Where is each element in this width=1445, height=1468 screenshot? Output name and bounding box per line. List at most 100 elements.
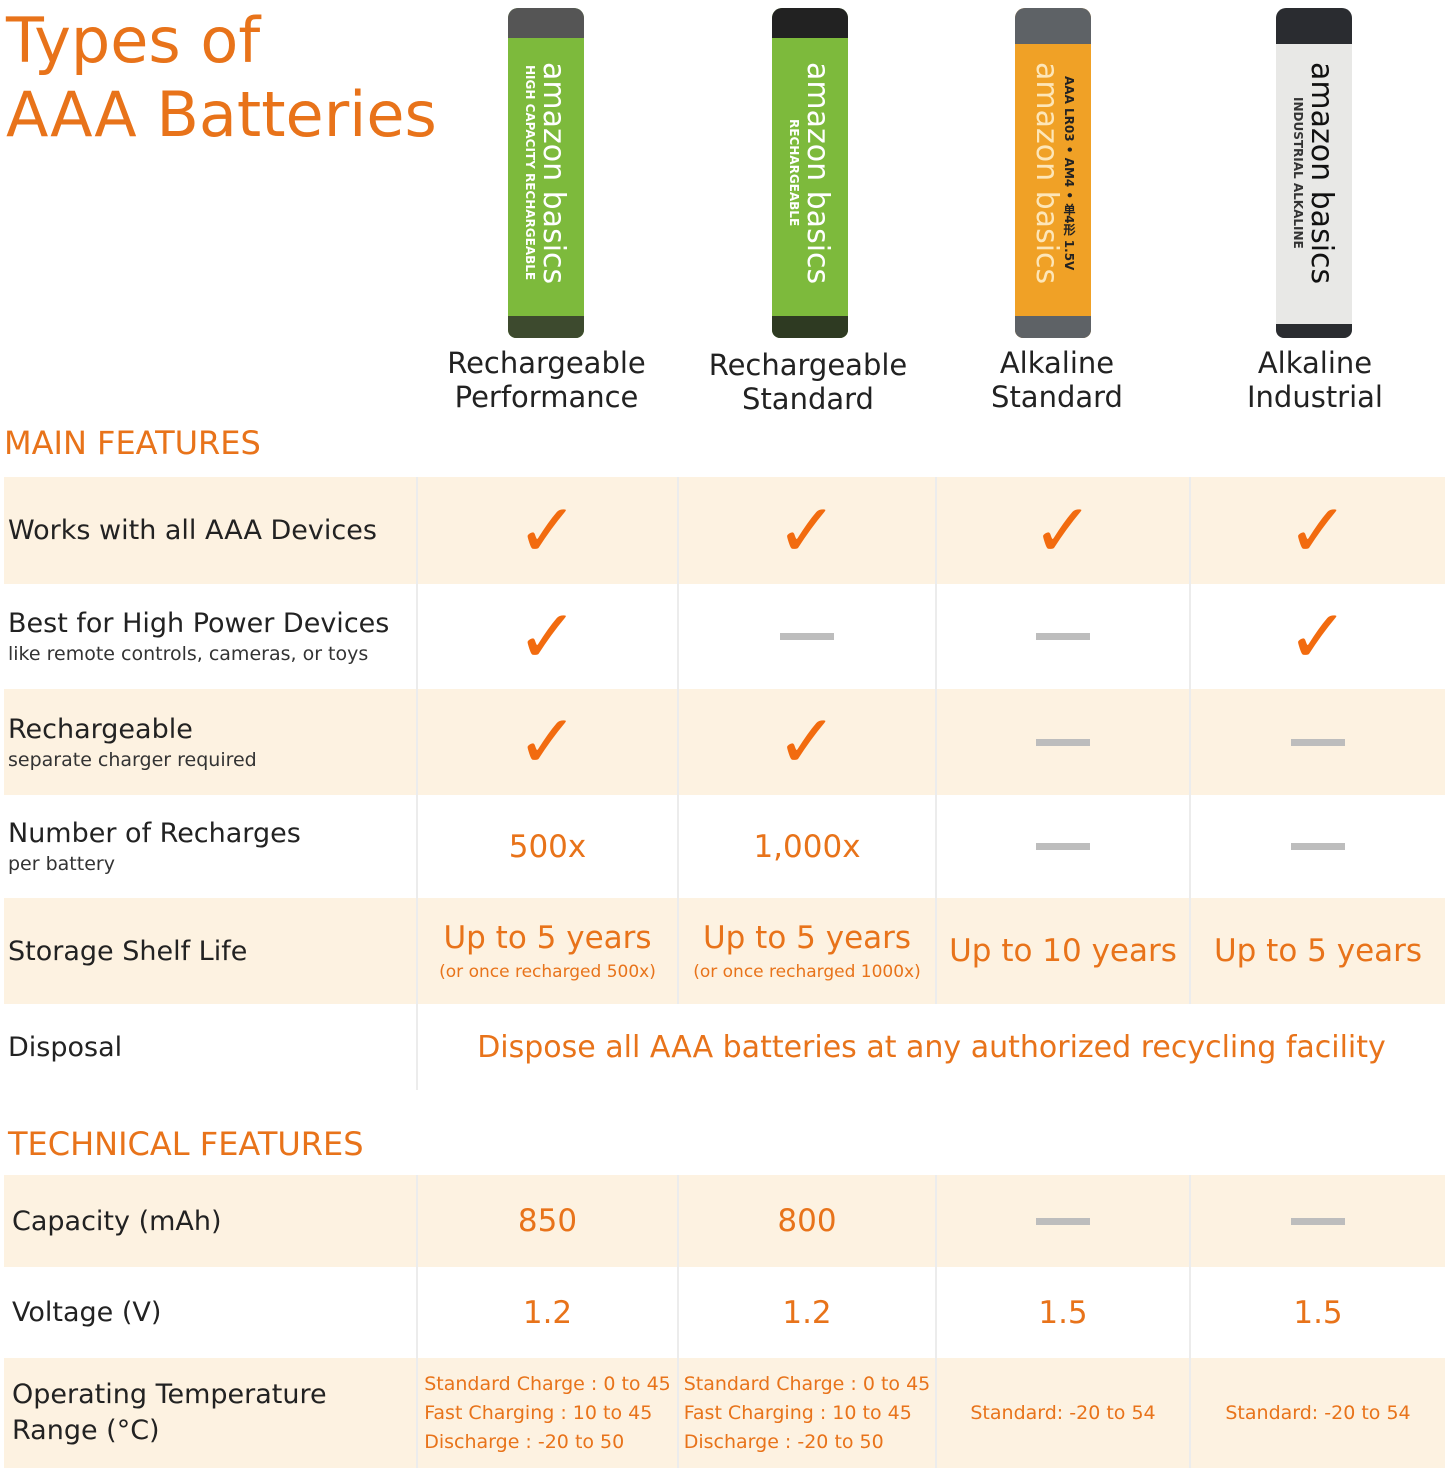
row-sublabel: separate charger required <box>8 748 257 771</box>
tech-cell: 1.2 <box>416 1267 677 1358</box>
feature-row: Storage Shelf Life Up to 5 years (or once … <box>4 898 1445 1004</box>
cell-value: 850 <box>517 1203 578 1239</box>
row-label-text: Best for High Power Devices <box>8 608 390 639</box>
temperature-row: Operating Temperature Range (°C) Standard… <box>4 1358 1445 1468</box>
disposal-row: Disposal Dispose all AAA batteries at an… <box>4 1004 1445 1090</box>
dash-icon <box>1036 843 1090 850</box>
feature-row: Best for High Power Devices like remote c… <box>4 584 1445 689</box>
temperature-values: Standard Charge : 0 to 45 Fast Charging :… <box>684 1370 931 1457</box>
feature-cell: ✓ <box>1189 584 1445 689</box>
cell-value: 1.2 <box>522 1294 573 1331</box>
cell-value: Up to 5 years <box>443 920 652 956</box>
row-label: Works with all AAA Devices <box>4 477 416 584</box>
row-label-text: Works with all AAA Devices <box>8 515 377 546</box>
feature-cell: 500x <box>416 795 677 898</box>
row-label: Storage Shelf Life <box>4 898 416 1004</box>
feature-cell: 1,000x <box>677 795 935 898</box>
tech-cell: 1.5 <box>935 1267 1189 1358</box>
row-label: Disposal <box>8 1031 123 1063</box>
temperature-values: Standard Charge : 0 to 45 Fast Charging :… <box>424 1370 671 1457</box>
column-header-4: Alkaline Industrial <box>1246 346 1383 414</box>
row-label: Voltage (V) <box>4 1267 416 1358</box>
feature-cell <box>1189 795 1445 898</box>
row-label: Operating Temperature Range (°C) <box>12 1379 327 1446</box>
check-icon: ✓ <box>1286 593 1349 680</box>
row-label: Number of Recharges per battery <box>4 795 416 898</box>
feature-row: Rechargeable separate charger required ✓ ✓ <box>4 689 1445 795</box>
column-header-1: Rechargeable Performance <box>447 346 646 414</box>
main-features-heading: MAIN FEATURES <box>4 424 261 462</box>
row-label-text: Voltage (V) <box>12 1297 162 1328</box>
check-icon: ✓ <box>516 487 579 574</box>
tech-cell: 1.5 <box>1189 1267 1445 1358</box>
tech-cell: 850 <box>416 1175 677 1267</box>
temperature-line: Standard Charge : 0 to 45 <box>683 1372 931 1395</box>
feature-cell: Up to 5 years <box>1189 898 1445 1004</box>
cell-value: 500x <box>508 828 587 865</box>
temperature-values: Standard: -20 to 54 <box>970 1399 1155 1428</box>
battery-image-4: INDUSTRIAL ALKALINE amazon basics <box>1276 8 1352 338</box>
feature-cell <box>935 795 1189 898</box>
dash-icon <box>1036 633 1090 640</box>
tech-cell <box>935 1175 1189 1267</box>
dash-icon <box>1291 1217 1345 1225</box>
cell-value: 1.5 <box>1038 1294 1088 1331</box>
tech-cell <box>1189 1175 1445 1267</box>
tech-cell: 1.2 <box>677 1267 935 1358</box>
check-icon: ✓ <box>1031 487 1094 574</box>
feature-cell: ✓ <box>935 477 1189 584</box>
tech-row: Capacity (mAh) 850 800 <box>4 1175 1445 1267</box>
row-label: Capacity (mAh) <box>4 1175 416 1267</box>
feature-cell: ✓ <box>677 477 935 584</box>
feature-cell: Up to 5 years (or once recharged 500x) <box>416 898 677 1004</box>
row-label: Best for High Power Devices like remote c… <box>4 584 416 689</box>
check-icon: ✓ <box>1286 487 1349 574</box>
feature-cell: ✓ <box>416 584 677 689</box>
row-label: Rechargeable separate charger required <box>4 689 416 795</box>
check-icon: ✓ <box>516 593 579 680</box>
feature-cell: ✓ <box>677 689 935 795</box>
temperature-values: Standard: -20 to 54 <box>1225 1399 1410 1428</box>
temperature-line: Standard Charge : 0 to 45 <box>424 1372 671 1395</box>
feature-cell: ✓ <box>416 689 677 795</box>
temperature-line: Discharge : -20 to 50 <box>424 1430 625 1453</box>
cell-note: (or once recharged 500x) <box>439 962 656 982</box>
cell-value: Up to 5 years <box>1213 933 1423 969</box>
row-sublabel: per battery <box>8 853 115 875</box>
temperature-line: Standard: -20 to 54 <box>970 1401 1156 1424</box>
battery-image-2: RECHARGEABLE amazon basics <box>772 8 848 338</box>
dash-icon <box>1291 738 1345 746</box>
temperature-line: Fast Charging : 10 to 45 <box>424 1401 653 1424</box>
temperature-line: Discharge : -20 to 50 <box>683 1430 884 1453</box>
feature-cell <box>935 584 1189 689</box>
cell-value: Up to 5 years <box>702 920 912 956</box>
feature-cell <box>935 689 1189 795</box>
battery-image-1: HIGH CAPACITY RECHARGEABLE amazon basics <box>508 8 584 338</box>
dash-icon <box>1291 843 1345 850</box>
temperature-line: Fast Charging : 10 to 45 <box>683 1401 912 1424</box>
cell-value: 1,000x <box>753 828 861 865</box>
feature-cell: Up to 5 years (or once recharged 1000x) <box>677 898 935 1004</box>
cell-value: Up to 10 years <box>949 933 1177 969</box>
check-icon: ✓ <box>775 699 838 785</box>
dash-icon <box>1036 1217 1090 1225</box>
feature-cell <box>677 584 935 689</box>
row-label-text: Number of Recharges <box>8 818 301 849</box>
feature-cell <box>1189 689 1445 795</box>
feature-cell: ✓ <box>1189 477 1445 584</box>
cell-note: (or once recharged 1000x) <box>693 962 921 982</box>
feature-cell: ✓ <box>416 477 677 584</box>
column-header-3: Alkaline Standard <box>991 346 1123 414</box>
row-sublabel: like remote controls, cameras, or toys <box>8 643 369 665</box>
tech-cell: 800 <box>677 1175 935 1267</box>
temperature-line: Standard: -20 to 54 <box>1225 1401 1411 1424</box>
tech-row: Voltage (V) 1.2 1.2 1.5 1.5 <box>4 1267 1445 1358</box>
feature-cell: Up to 10 years <box>935 898 1189 1004</box>
row-label-text: Rechargeable <box>8 713 193 745</box>
disposal-text: Dispose all AAA batteries at any authori… <box>477 1029 1386 1065</box>
feature-row: Works with all AAA Devices ✓ ✓ ✓ ✓ <box>4 477 1445 584</box>
dash-icon <box>1036 738 1090 746</box>
dash-icon <box>780 633 834 640</box>
row-label-text: Capacity (mAh) <box>12 1205 222 1237</box>
cell-value: 800 <box>777 1203 837 1239</box>
